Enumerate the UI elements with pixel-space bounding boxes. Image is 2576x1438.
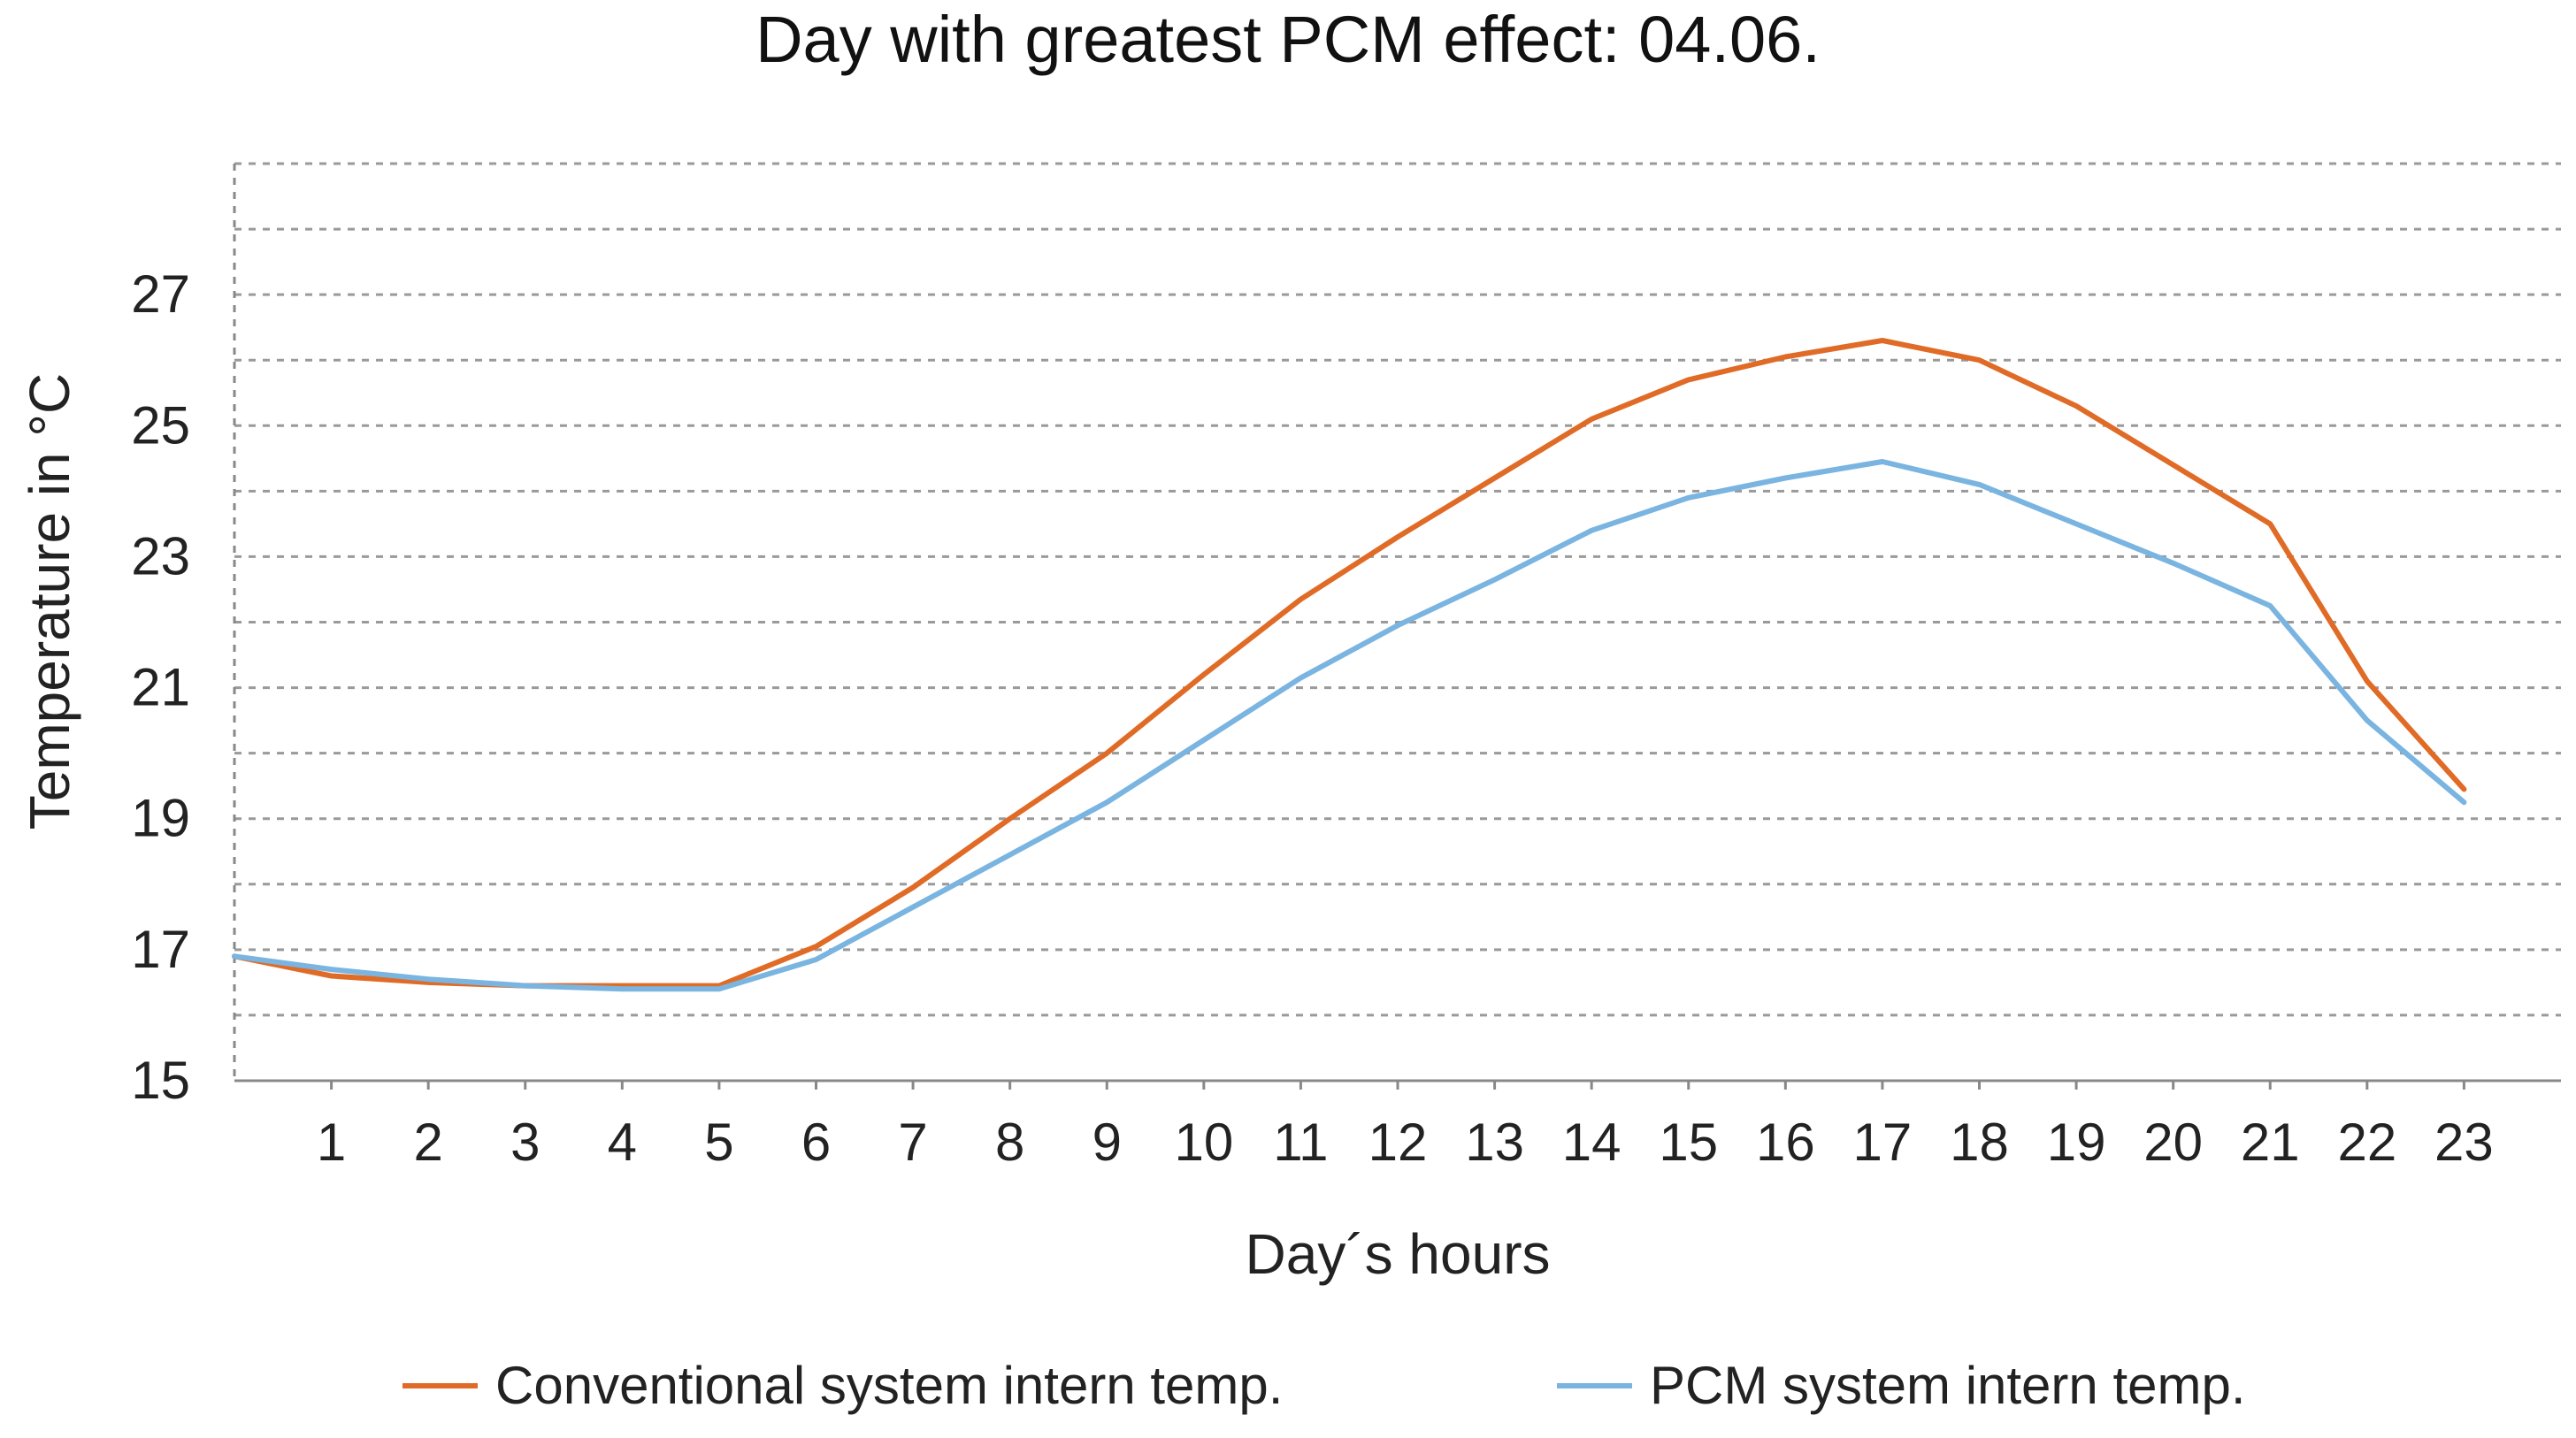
x-tick-labels: 1 2 3 4 5 6 7 8 9 10 11 12 13 14 15 16 17 18 19 20 21 22 23 <box>317 1081 2494 1172</box>
x-tick-label: 3 <box>510 1113 540 1172</box>
legend-label: PCM system intern temp. <box>1650 1356 2246 1415</box>
x-tick-label: 11 <box>1273 1113 1328 1172</box>
x-tick-label: 5 <box>704 1113 733 1172</box>
x-tick-label: 21 <box>2241 1113 2300 1172</box>
gridlines <box>234 162 2561 1017</box>
y-tick-label: 21 <box>131 658 190 717</box>
x-tick-label: 10 <box>1174 1113 1233 1172</box>
x-tick-label: 23 <box>2434 1113 2494 1172</box>
y-tick-label: 19 <box>131 789 190 848</box>
series-line-pcm <box>232 459 2467 992</box>
x-tick-label: 2 <box>413 1113 442 1172</box>
x-tick-label: 15 <box>1659 1113 1718 1172</box>
x-tick-label: 16 <box>1756 1113 1815 1172</box>
x-tick-label: 4 <box>608 1113 637 1172</box>
x-tick-label: 13 <box>1465 1113 1524 1172</box>
x-tick-label: 1 <box>317 1113 346 1172</box>
y-tick-label: 15 <box>131 1051 190 1110</box>
series-line-conventional <box>232 338 2467 989</box>
x-tick-label: 8 <box>995 1113 1024 1172</box>
x-tick-label: 18 <box>1950 1113 2009 1172</box>
y-axis-label: Temperature in °C <box>18 373 81 830</box>
x-tick-label: 9 <box>1092 1113 1122 1172</box>
y-tick-label: 27 <box>131 264 190 324</box>
x-tick-label: 14 <box>1562 1113 1622 1172</box>
y-tick-label: 17 <box>131 920 190 979</box>
x-tick-label: 17 <box>1853 1113 1913 1172</box>
chart-title: Day with greatest PCM effect: 04.06. <box>755 3 1821 76</box>
x-tick-label: 6 <box>801 1113 831 1172</box>
x-tick-label: 22 <box>2337 1113 2396 1172</box>
series-lines <box>232 338 2467 992</box>
x-tick-label: 7 <box>898 1113 927 1172</box>
x-tick-label: 12 <box>1368 1113 1428 1172</box>
y-tick-label: 25 <box>131 395 190 455</box>
x-tick-label: 19 <box>2047 1113 2106 1172</box>
y-tick-labels: 15 17 19 21 23 25 27 <box>131 264 190 1110</box>
x-tick-label: 20 <box>2143 1113 2203 1172</box>
y-tick-label: 23 <box>131 526 190 585</box>
legend: Conventional system intern temp. PCM syst… <box>402 1356 2246 1415</box>
legend-label: Conventional system intern temp. <box>495 1356 1283 1415</box>
x-axis-label: Day´s hours <box>1246 1222 1551 1286</box>
